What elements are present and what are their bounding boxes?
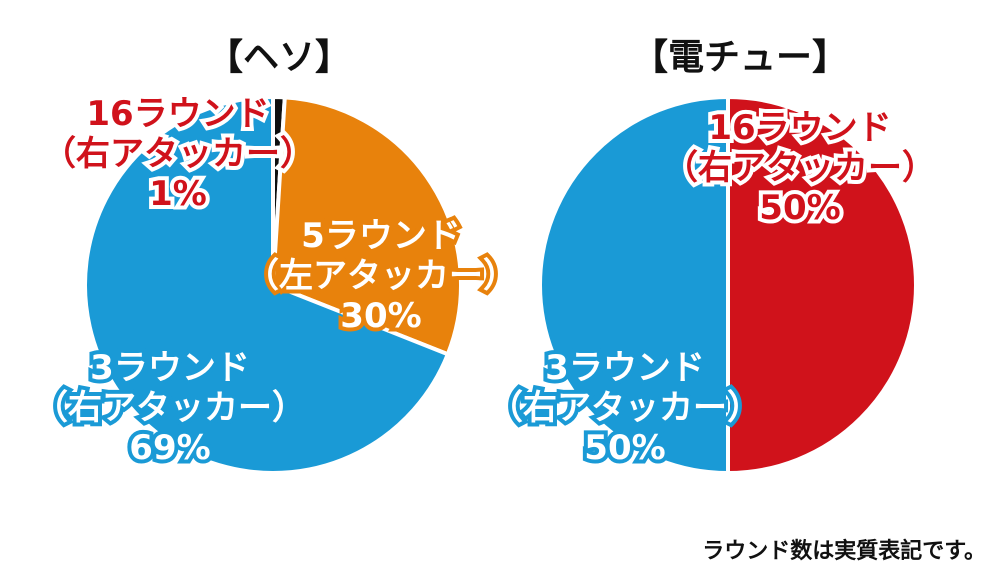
denchu-label-3-rounds: 3ラウンド （右アタッカー） 50% 3ラウンド （右アタッカー） 50% — [485, 344, 765, 472]
denchu-label-16-rounds: 16ラウンド （右アタッカー） 50% 16ラウンド （右アタッカー） 50% — [660, 104, 940, 232]
heso-label-16-rounds: 16ラウンド （右アタッカー） 1% 16ラウンド （右アタッカー） 1% — [38, 90, 318, 218]
pie-0-slice-1 — [270, 95, 463, 357]
denchu-chart-title: 【電チュー】 — [632, 37, 849, 78]
pie-0-slice-2 — [83, 94, 451, 475]
heso-chart-title: 【ヘソ】 — [207, 37, 352, 78]
footnote: ラウンド数は実質表記です。 — [702, 539, 986, 564]
pie-1-slice-0 — [726, 94, 918, 476]
heso-label-3-rounds: 3ラウンド （右アタッカー） 69% 3ラウンド （右アタッカー） 69% — [30, 344, 310, 472]
pie-1-slice-1 — [538, 94, 730, 476]
heso-label-5-rounds: 5ラウンド （左アタッカー） 30% 5ラウンド （左アタッカー） 30% — [241, 212, 521, 340]
